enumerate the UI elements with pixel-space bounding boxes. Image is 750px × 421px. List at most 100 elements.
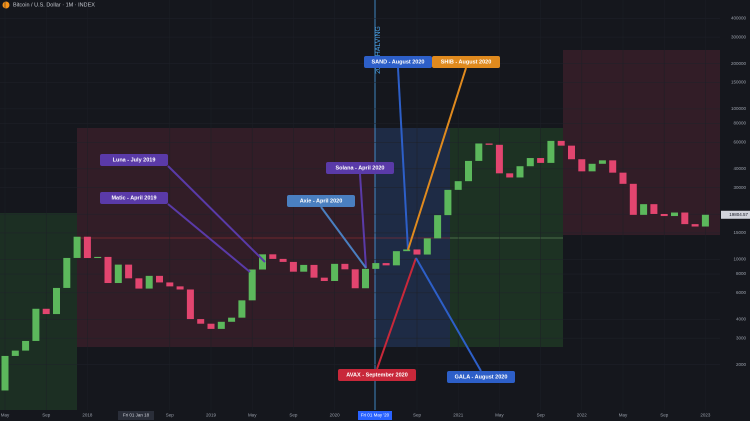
y-tick-label: 80000 <box>733 121 746 126</box>
annotation-box <box>432 56 500 68</box>
candle-body <box>619 172 627 184</box>
candle-body <box>537 158 545 163</box>
annotation-line <box>167 203 251 273</box>
zone-green <box>450 128 563 347</box>
y-tick-label: 3000 <box>736 335 747 340</box>
x-tick-label: 2020 <box>330 413 341 418</box>
candle-body <box>660 213 668 217</box>
candle-body <box>228 317 236 322</box>
candle-body <box>32 308 40 341</box>
y-tick-label: 40000 <box>733 166 746 171</box>
y-tick-label: 10000 <box>733 257 746 262</box>
y-tick-label: 8000 <box>736 271 747 276</box>
candle-body <box>629 183 637 215</box>
candle-body <box>598 160 606 164</box>
candle-body <box>578 159 586 172</box>
annotation-line <box>167 165 266 263</box>
x-tick-label: 2022 <box>577 413 588 418</box>
candle-body <box>681 212 689 225</box>
y-tick-label: 100000 <box>731 106 747 111</box>
candle-body <box>650 204 658 214</box>
candle-body <box>547 140 555 163</box>
candle-body <box>53 287 60 315</box>
candle-body <box>331 263 339 281</box>
x-tick-label: May <box>495 413 504 418</box>
candle-body <box>279 258 287 262</box>
candle-body <box>269 254 277 259</box>
candle-body <box>434 215 442 239</box>
coin-icon <box>2 1 10 9</box>
chart-title: Bitcoin / U.S. Dollar · 1M · INDEX <box>13 2 95 8</box>
candle-body <box>526 158 534 167</box>
candle-body <box>94 256 102 259</box>
crosshair-box <box>118 411 154 420</box>
candle-body <box>156 275 163 283</box>
candle-body <box>176 286 184 290</box>
y-tick-label: 60000 <box>733 139 746 144</box>
candle-body <box>362 268 369 289</box>
annotation-line <box>320 206 367 269</box>
x-tick-label: 2018 <box>82 413 93 418</box>
candle-body <box>63 257 71 288</box>
candle-body <box>351 269 359 289</box>
candle-body <box>186 289 194 320</box>
candle-body <box>485 143 493 145</box>
x-tick-label: 2021 <box>453 413 464 418</box>
candle-body <box>197 319 205 324</box>
x-tick-label: Sep <box>537 413 546 418</box>
y-tick-label: 30000 <box>733 185 746 190</box>
annotation-label: AVAX - September 2020 <box>346 372 408 378</box>
candle-body <box>166 282 174 287</box>
annotation-line <box>376 257 417 370</box>
candle-body <box>310 264 318 278</box>
price-box <box>721 210 750 219</box>
x-tick-label: May <box>248 413 257 418</box>
candle-body <box>145 275 153 289</box>
candle-body <box>568 145 575 160</box>
y-tick-label: 4000 <box>736 317 747 322</box>
candle-body <box>259 254 266 270</box>
y-tick-label: 6000 <box>736 290 747 295</box>
annotation-line <box>407 67 467 251</box>
candle-body <box>217 321 225 329</box>
candle-body <box>671 212 678 217</box>
candle-body <box>516 166 524 178</box>
candle-body <box>403 249 411 252</box>
annotation-label: Solana - April 2020 <box>335 165 384 171</box>
x-tick-label: Sep <box>42 413 51 418</box>
x-tick-label: Sep <box>413 413 422 418</box>
candle-body <box>320 277 328 281</box>
candle-body <box>691 224 699 227</box>
candle-body <box>423 238 431 255</box>
crosshair-label: Fri 01 Jan 18 <box>123 413 150 418</box>
annotation-line <box>359 173 367 269</box>
annotation-label: SAND - August 2020 <box>372 59 425 65</box>
candle-body <box>11 350 19 356</box>
x-tick-label: 2019 <box>206 413 217 418</box>
x-tick-label: Sep <box>289 413 298 418</box>
candle-body <box>114 264 122 284</box>
annotation-label: Matic - April 2019 <box>111 195 156 201</box>
candle-body <box>341 263 349 270</box>
candle-body <box>465 160 472 182</box>
y-tick-label: 200000 <box>731 61 747 66</box>
y-tick-label: 300000 <box>731 34 747 39</box>
candle-body <box>289 261 297 272</box>
annotation-box <box>326 162 394 174</box>
candle-body <box>300 264 308 272</box>
candle-body <box>372 263 380 269</box>
candle-body <box>382 263 390 266</box>
candle-body <box>135 278 143 289</box>
candle-body <box>588 163 596 172</box>
candle-body <box>1 355 9 391</box>
annotation-label: Axie - April 2020 <box>300 198 343 204</box>
annotation-box <box>338 369 416 381</box>
crosshair-label: Fri 01 May '20 <box>361 413 390 418</box>
candle-body <box>104 256 112 284</box>
candle-body <box>248 269 256 301</box>
candle-body <box>42 308 50 315</box>
candle-body <box>22 340 30 351</box>
y-tick-label: 400000 <box>731 15 747 20</box>
